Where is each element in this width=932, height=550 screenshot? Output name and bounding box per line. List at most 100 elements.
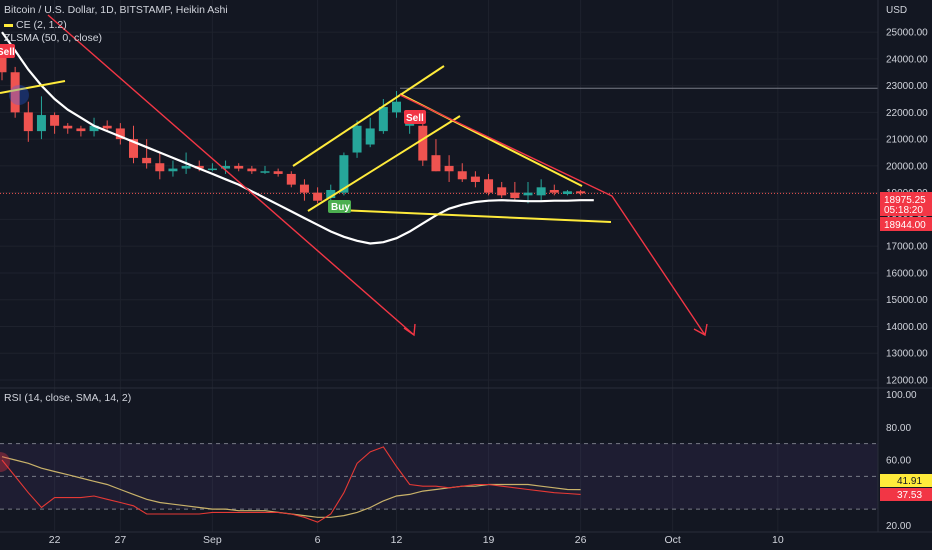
time-tick-19: 19	[483, 534, 495, 546]
candle-27	[352, 125, 362, 153]
candle-32	[418, 125, 428, 161]
ce-level-text: 18944.00	[884, 220, 926, 231]
candles-layer	[0, 45, 586, 204]
candle-29	[378, 107, 388, 132]
candle-0	[0, 53, 7, 73]
currency-label: USD	[886, 5, 907, 16]
rsi-value-text: 41.91	[897, 476, 922, 487]
candle-11	[142, 157, 152, 164]
signal-labels: Sell Sell Buy	[0, 44, 426, 213]
candle-18	[234, 165, 244, 169]
symbol-title-text: Bitcoin / U.S. Dollar, 1D, BITSTAMP, Hei…	[4, 4, 228, 16]
rsi-edge-marker	[0, 452, 10, 472]
time-tick-22: 22	[49, 534, 61, 546]
channel-upper-line	[292, 65, 445, 167]
left-edge-marker	[9, 85, 29, 105]
candle-39	[510, 192, 520, 199]
candle-42	[549, 189, 559, 193]
candle-35	[457, 171, 467, 180]
candle-1	[10, 72, 20, 113]
price-tick-21000: 21000.00	[886, 135, 928, 146]
price-tick-20000: 20000.00	[886, 161, 928, 172]
candle-28	[365, 128, 375, 145]
price-tick-24000: 24000.00	[886, 54, 928, 65]
zlsma-legend-text: ZLSMA (50, 0, close)	[4, 32, 103, 44]
sell-label-left: Sell	[0, 47, 15, 58]
candle-33	[431, 155, 441, 172]
candle-22	[286, 173, 296, 185]
drawing-layer[interactable]	[0, 14, 708, 337]
price-tick-15000: 15000.00	[886, 295, 928, 306]
candle-36	[470, 176, 480, 182]
rsi-legend-text: RSI (14, close, SMA, 14, 2)	[4, 392, 132, 404]
wedge-lower-line	[337, 209, 612, 223]
price-tick-12000: 12000.00	[886, 375, 928, 386]
candle-40	[523, 192, 533, 196]
candle-43	[562, 191, 572, 194]
rsi-legend[interactable]: RSI (14, close, SMA, 14, 2)	[4, 392, 131, 404]
ce-legend-text: CE (2, 1.2)	[16, 19, 67, 31]
ce-level-badge	[880, 217, 932, 231]
candle-20	[260, 171, 270, 173]
rsi-value-badge	[880, 474, 932, 487]
ce-legend[interactable]: CE (2, 1.2)	[4, 19, 67, 31]
rsi-tick-100: 100.00	[886, 390, 917, 401]
ce-trend-line	[0, 80, 66, 94]
candle-2	[23, 112, 33, 132]
time-tick-26: 26	[575, 534, 587, 546]
projection-arrow-left	[403, 323, 416, 337]
candle-41	[536, 187, 546, 196]
rsi-tick-20: 20.00	[886, 521, 911, 532]
projection-line-right	[399, 94, 706, 336]
zlsma-line	[1, 31, 594, 245]
rsi-ma-value-text: 37.53	[897, 490, 922, 501]
sell-label: Sell	[406, 113, 424, 124]
projection-line-left	[47, 14, 415, 336]
time-tick-10: 10	[772, 534, 784, 546]
last-price-badge	[880, 192, 932, 216]
candle-44	[576, 191, 586, 194]
candle-38	[497, 187, 507, 196]
price-tick-14000: 14000.00	[886, 322, 928, 333]
candle-14	[181, 165, 191, 169]
channel-lower-line	[307, 115, 461, 212]
candle-8	[102, 125, 112, 129]
candle-30	[392, 101, 401, 113]
candle-34	[444, 165, 454, 172]
candle-23	[299, 184, 309, 193]
candle-10	[129, 139, 138, 158]
candle-12	[155, 163, 165, 172]
countdown-text: 05:18:20	[884, 205, 923, 216]
ce-swatch-icon	[4, 23, 13, 27]
rsi-ma-value-badge	[880, 488, 932, 501]
symbol-title[interactable]: Bitcoin / U.S. Dollar, 1D, BITSTAMP, Hei…	[4, 4, 228, 16]
candle-25	[326, 189, 336, 199]
projection-arrow-right	[693, 323, 708, 337]
rsi-tick-80: 80.00	[886, 423, 911, 434]
price-lines	[0, 87, 878, 194]
candle-17	[221, 165, 231, 169]
time-tick-Oct: Oct	[664, 534, 680, 546]
rsi-line	[1, 446, 581, 523]
price-tick-17000: 17000.00	[886, 242, 928, 253]
candle-19	[247, 168, 257, 172]
candle-24	[313, 192, 323, 201]
buy-label: Buy	[331, 202, 350, 213]
time-tick-12: 12	[391, 534, 403, 546]
price-tick-22000: 22000.00	[886, 108, 928, 119]
price-tick-25000: 25000.00	[886, 28, 928, 39]
candle-3	[36, 115, 46, 132]
zlsma-legend[interactable]: ZLSMA (50, 0, close)	[4, 32, 102, 44]
rsi-pane	[0, 443, 878, 523]
time-tick-27: 27	[115, 534, 127, 546]
candle-6	[76, 128, 86, 132]
price-tick-16000: 16000.00	[886, 268, 928, 279]
candle-9	[115, 128, 125, 140]
candle-5	[63, 125, 73, 129]
candle-13	[168, 168, 178, 172]
candle-15	[194, 165, 204, 169]
axis-badges: 18975.25 05:18:20 18944.00 41.91 37.53	[880, 192, 932, 501]
